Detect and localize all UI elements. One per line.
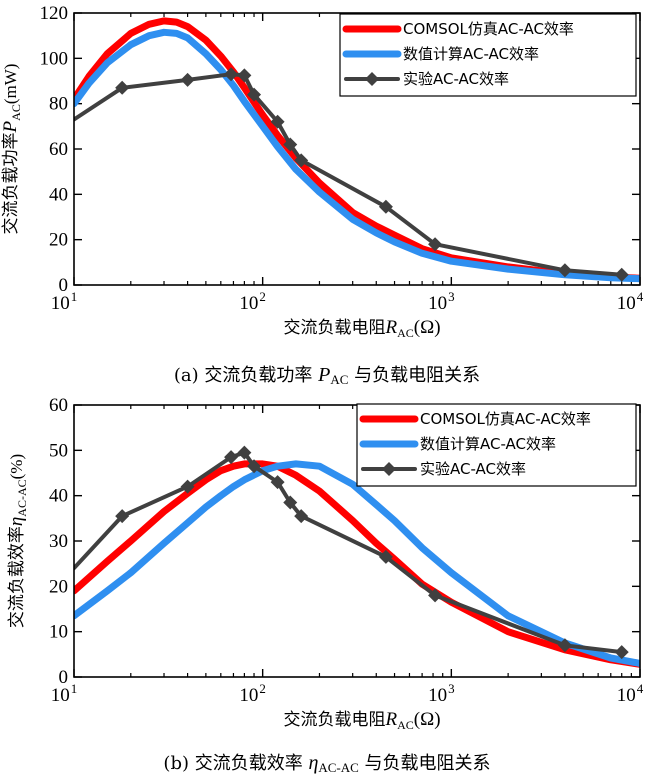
plot-frame: [73, 12, 641, 286]
x-tick-label: 103: [428, 289, 455, 314]
data-point: [378, 199, 393, 214]
data-point: [294, 509, 309, 524]
y-axis-label: 交流负载功率PAC(mW): [0, 64, 23, 235]
x-tick-label: 104: [617, 289, 644, 314]
x-tick-label: 102: [239, 289, 266, 314]
series-line-1: [74, 460, 640, 667]
y-tick-label: 50: [49, 440, 68, 461]
legend-label: 数值计算AC-AC效率: [403, 45, 539, 63]
data-point: [270, 475, 285, 490]
series-line-0: [74, 460, 640, 668]
legend-marker: [382, 462, 396, 476]
data-point: [247, 87, 262, 102]
x-tick-label: 101: [51, 681, 78, 706]
plot-area: [74, 445, 640, 668]
data-point: [115, 80, 130, 95]
series-line-1: [74, 28, 640, 283]
data-point: [378, 549, 393, 564]
plot-area: [74, 17, 640, 283]
y-axis-label: 交流负载效率ηAC-AC(%): [6, 454, 29, 628]
data-point: [224, 67, 239, 82]
legend-label: COMSOL仿真AC-AC效率: [420, 410, 591, 428]
data-point: [557, 638, 572, 653]
legend-label: 实验AC-AC效率: [420, 460, 526, 478]
y-tick-label: 80: [49, 94, 68, 115]
y-tick-label: 10: [49, 622, 68, 643]
legend-label: COMSOL仿真AC-AC效率: [403, 20, 574, 38]
data-point: [614, 645, 629, 660]
data-point: [180, 72, 195, 87]
y-tick-label: 40: [49, 486, 68, 507]
chart-b: 101 102 103 104 0 10 20 30 40 50 60 COMSOL仿真AC-AC效率…: [6, 395, 644, 775]
legend-label: 实验AC-AC效率: [403, 70, 509, 88]
y-tick-label: 20: [49, 576, 68, 597]
y-tick-label: 100: [40, 48, 69, 69]
data-point: [614, 267, 629, 282]
data-point: [557, 263, 572, 278]
data-point: [283, 495, 298, 510]
data-point: [247, 459, 262, 474]
data-point: [428, 237, 443, 252]
y-tick-label: 0: [59, 275, 69, 296]
y-tick-label: 120: [40, 3, 69, 24]
data-point: [115, 509, 130, 524]
data-point: [283, 137, 298, 152]
figure-caption: (b) 交流负载效率 ηAC-AC 与负载电阻关系: [163, 752, 490, 775]
data-point: [237, 68, 252, 83]
y-tick-label: 40: [49, 184, 68, 205]
data-point: [270, 114, 285, 129]
data-point: [180, 479, 195, 494]
data-point: [237, 445, 252, 460]
x-tick-label: 102: [239, 681, 266, 706]
chart-a: 101 102 103 104 0 20 40 60 80 100 120 COMSOL仿真AC-AC…: [0, 3, 644, 387]
x-tick-label: 103: [428, 681, 455, 706]
y-tick-label: 30: [49, 531, 68, 552]
y-tick-label: 60: [49, 395, 68, 416]
x-axis-label: 交流负载电阻RAC(Ω): [283, 317, 440, 340]
data-point: [224, 450, 239, 465]
series-line-2: [74, 72, 624, 277]
figure-caption: (a) 交流负载功率 PAC 与负载电阻关系: [174, 364, 480, 387]
legend-label: 数值计算AC-AC效率: [420, 435, 556, 453]
x-tick-label: 104: [617, 681, 644, 706]
data-point: [428, 588, 443, 603]
x-tick-label: 101: [51, 289, 78, 314]
y-tick-label: 20: [49, 230, 68, 251]
data-point: [294, 153, 309, 168]
y-tick-label: 0: [59, 667, 69, 688]
y-tick-label: 60: [49, 139, 68, 160]
x-axis-label: 交流负载电阻RAC(Ω): [283, 709, 440, 732]
legend-marker: [365, 72, 379, 86]
